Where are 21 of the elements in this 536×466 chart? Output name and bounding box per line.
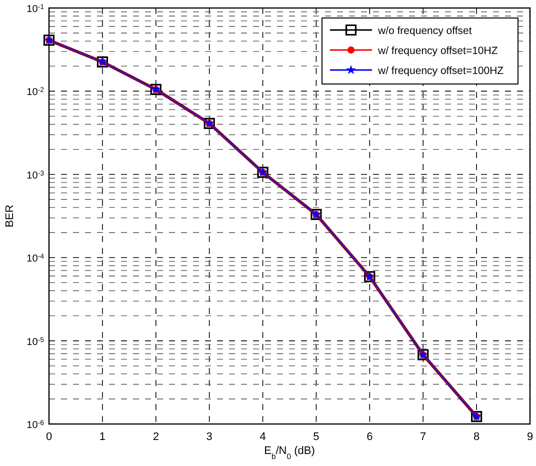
x-axis-title: E$_{b}$/N$_{0}$ (dB)	[264, 445, 315, 460]
x-tick-label: 0	[46, 431, 52, 443]
x-tick-label: 7	[420, 431, 426, 443]
y-tick-label: 10$^{-4}$	[26, 253, 44, 265]
x-tick-label: 1	[99, 431, 106, 443]
legend-label: w/ frequency offset=10HZ	[377, 45, 498, 57]
x-tick-label: 2	[152, 431, 159, 443]
legend-label: w/o frequency offset	[377, 25, 472, 37]
y-tick-label: 10$^{-6}$	[26, 420, 44, 431]
y-tick-label: 10$^{-3}$	[26, 170, 44, 182]
y-tick-label: 10$^{-5}$	[26, 336, 44, 348]
y-tick-label: 10$^{-2}$	[26, 86, 44, 98]
x-tick-label: 5	[313, 431, 320, 443]
x-tick-label: 9	[526, 431, 534, 443]
x-tick-label: 8	[473, 431, 480, 443]
x-tick-label: 4	[260, 431, 266, 443]
y-axis-title: BER	[4, 204, 16, 228]
x-tick-label: 3	[206, 431, 212, 443]
legend-label: w/ frequency offset=100HZ	[377, 65, 504, 77]
y-tick-label: 10$^{-1}$	[26, 4, 44, 15]
x-tick-label: 6	[366, 431, 373, 443]
